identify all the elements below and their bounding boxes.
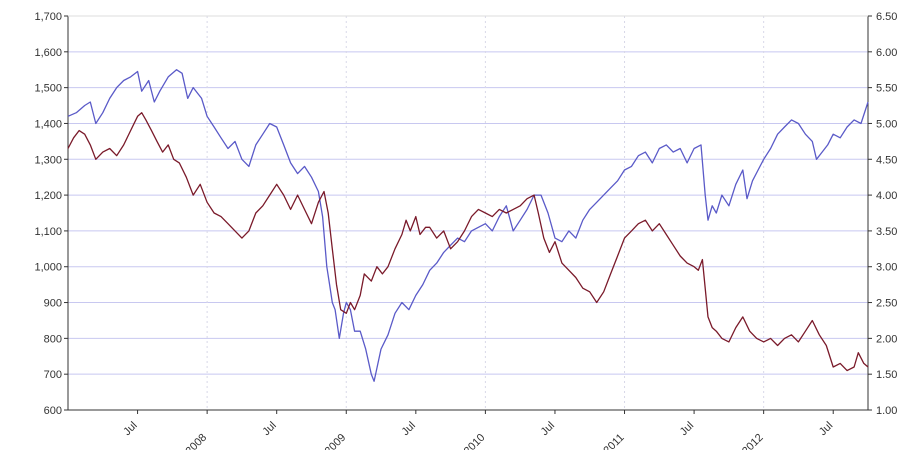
x-tick-label: 2009 bbox=[323, 432, 349, 450]
series-line-1 bbox=[67, 69, 869, 382]
y-right-tick-label: 6.00 bbox=[876, 47, 897, 59]
y-right-tick-label: 6.50 bbox=[876, 11, 897, 23]
x-tick-label: 2008 bbox=[183, 432, 209, 450]
x-tick-label: Jul bbox=[260, 420, 278, 438]
y-left-tick-label: 1,000 bbox=[34, 262, 62, 274]
y-left-tick-label: 1,400 bbox=[34, 118, 62, 130]
y-right-tick-label: 1.00 bbox=[876, 405, 897, 417]
y-left-tick-label: 1,600 bbox=[34, 47, 62, 59]
y-right-tick-label: 3.00 bbox=[876, 262, 897, 274]
x-tick-label: 2010 bbox=[462, 432, 488, 450]
y-right-tick-label: 2.50 bbox=[876, 298, 897, 310]
y-left-tick-label: 1,500 bbox=[34, 83, 62, 95]
x-tick-label: Jul bbox=[817, 420, 835, 438]
y-left-tick-label: 1,100 bbox=[34, 226, 62, 238]
x-tick-label: Jul bbox=[539, 420, 557, 438]
x-tick-label: Jul bbox=[121, 420, 139, 438]
y-left-tick-label: 700 bbox=[44, 369, 62, 381]
y-left-tick-label: 600 bbox=[44, 405, 62, 417]
y-left-tick-label: 1,200 bbox=[34, 190, 62, 202]
y-right-tick-label: 5.00 bbox=[876, 118, 897, 130]
x-tick-label: 2012 bbox=[740, 432, 766, 450]
axis-layer bbox=[67, 15, 869, 411]
y-right-tick-label: 1.50 bbox=[876, 369, 897, 381]
y-left-tick-label: 900 bbox=[44, 298, 62, 310]
series-layer bbox=[67, 69, 869, 382]
y-left-tick-label: 1,700 bbox=[34, 11, 62, 23]
y-right-tick-label: 2.00 bbox=[876, 333, 897, 345]
series-line-2 bbox=[67, 112, 869, 372]
y-right-tick-label: 4.00 bbox=[876, 190, 897, 202]
y-right-tick-label: 5.50 bbox=[876, 83, 897, 95]
grid-layer bbox=[68, 15, 868, 410]
y-left-tick-label: 1,300 bbox=[34, 154, 62, 166]
x-tick-label: Jul bbox=[400, 420, 418, 438]
y-left-tick-label: 800 bbox=[44, 333, 62, 345]
x-tick-label: 2011 bbox=[601, 432, 626, 450]
y-right-tick-label: 3.50 bbox=[876, 226, 897, 238]
y-right-tick-label: 4.50 bbox=[876, 154, 897, 166]
x-tick-label: Jul bbox=[678, 420, 696, 438]
